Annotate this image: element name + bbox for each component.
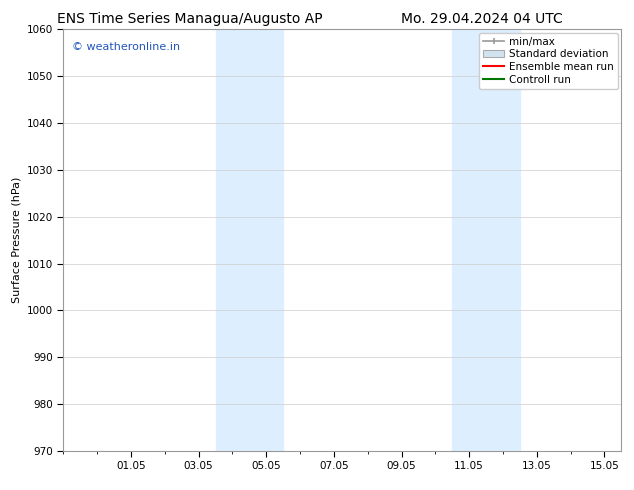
Legend: min/max, Standard deviation, Ensemble mean run, Controll run: min/max, Standard deviation, Ensemble me… <box>479 32 618 89</box>
Bar <box>452 29 520 451</box>
Y-axis label: Surface Pressure (hPa): Surface Pressure (hPa) <box>11 177 21 303</box>
Text: © weatheronline.in: © weatheronline.in <box>72 42 180 52</box>
Text: ENS Time Series Managua/Augusto AP: ENS Time Series Managua/Augusto AP <box>58 12 323 26</box>
Text: Mo. 29.04.2024 04 UTC: Mo. 29.04.2024 04 UTC <box>401 12 563 26</box>
Bar <box>216 29 283 451</box>
